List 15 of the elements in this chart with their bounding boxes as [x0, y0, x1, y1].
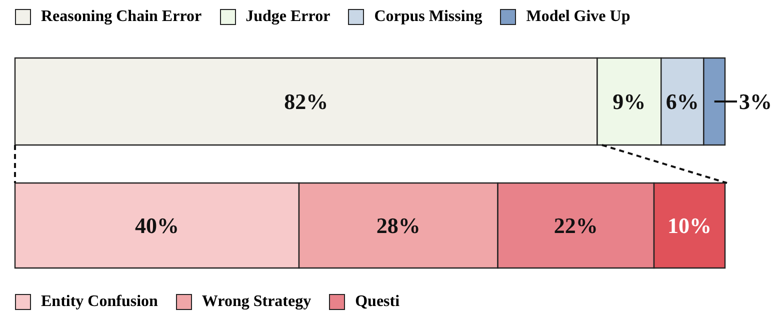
- data-label: 28%: [376, 213, 420, 238]
- legend-label: Judge Error: [246, 8, 330, 26]
- data-label: 22%: [554, 213, 598, 238]
- legend-label: Reasoning Chain Error: [41, 8, 202, 26]
- legend-label: Wrong Strategy: [202, 293, 312, 311]
- data-label: 82%: [284, 89, 328, 114]
- legend-label: Entity Confusion: [41, 293, 158, 311]
- data-label: 40%: [135, 213, 179, 238]
- data-label: 10%: [668, 213, 712, 238]
- data-label: 9%: [612, 89, 646, 114]
- legend-label: Model Give Up: [526, 8, 630, 26]
- data-label: 6%: [666, 89, 699, 114]
- legend-label: Questi: [355, 293, 400, 311]
- legend-label: Corpus Missing: [374, 8, 482, 26]
- data-label: 3%: [739, 89, 772, 114]
